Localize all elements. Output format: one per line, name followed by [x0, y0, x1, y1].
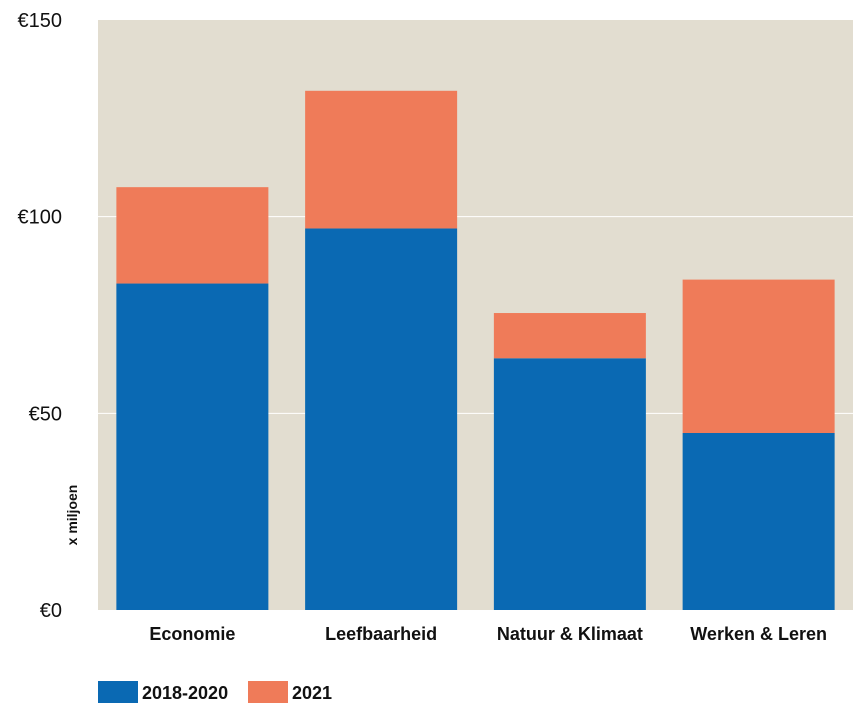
bars	[116, 90, 835, 610]
y-tick-label: €100	[18, 207, 63, 229]
legend-swatch	[98, 681, 138, 703]
x-axis-ticks: Economie Leefbaarheid Natuur & Klimaat Werk…	[149, 624, 827, 644]
y-axis-label: x miljoen	[64, 485, 80, 546]
bar-segment-base	[493, 358, 646, 610]
bar-segment-base	[682, 433, 835, 610]
bar-segment-top	[682, 279, 835, 433]
bar-segment-base	[305, 228, 458, 610]
y-tick-label: €0	[40, 600, 62, 622]
x-tick-label: Werken & Leren	[690, 624, 827, 644]
x-tick-label: Leefbaarheid	[325, 624, 437, 644]
legend: 2018-2020 2021	[98, 681, 332, 703]
bar-segment-top	[493, 313, 646, 359]
y-tick-label: €150	[18, 10, 63, 32]
x-tick-label: Natuur & Klimaat	[497, 624, 643, 644]
x-tick-label: Economie	[149, 624, 235, 644]
bar-segment-base	[116, 283, 269, 610]
bar-segment-top	[116, 187, 269, 284]
y-tick-label: €50	[29, 403, 62, 425]
legend-label: 2021	[292, 683, 332, 703]
bar-segment-top	[305, 90, 458, 229]
legend-swatch	[248, 681, 288, 703]
legend-label: 2018-2020	[142, 683, 228, 703]
y-axis-ticks: €0 €50 €100 €150	[18, 10, 63, 622]
